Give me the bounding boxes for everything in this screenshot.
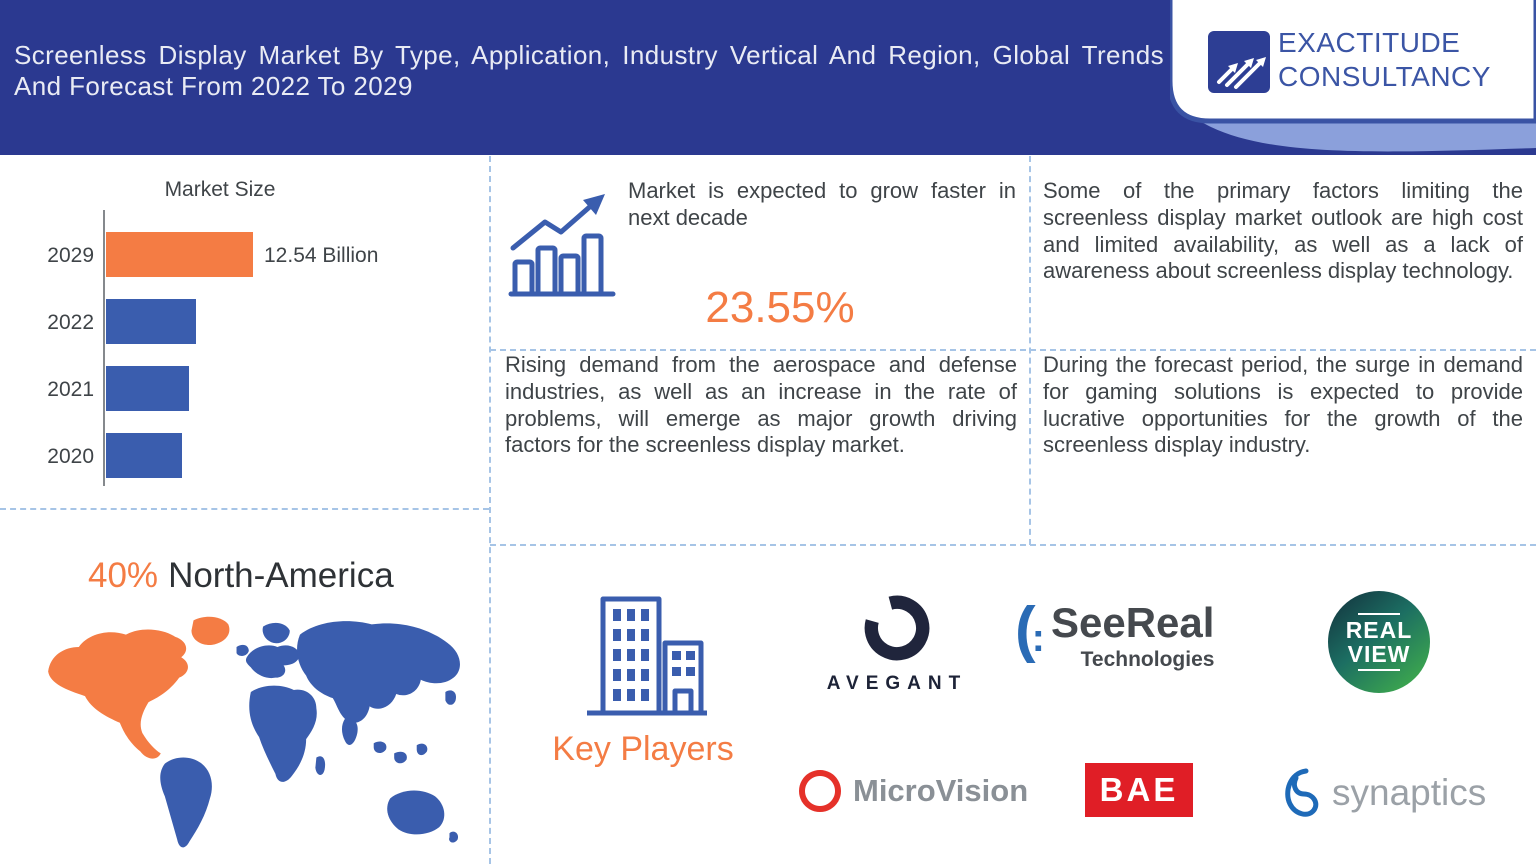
chart-bar-2020 [106,433,182,478]
seereal-text: SeeReal Technologies [1051,602,1214,672]
panel-opportunities: During the forecast period, the surge in… [1043,352,1523,458]
panel-limiting-factors: Some of the primary factors limiting the… [1043,178,1523,284]
seereal-paren-icon: ( [1015,595,1036,664]
realview-line2: VIEW [1347,641,1411,667]
microvision-swirl-icon [799,769,841,812]
chart-bar-2022 [106,299,196,344]
logo-line2: CONSULTANCY [1278,61,1491,93]
logo-avegant: AVEGANT [822,592,972,695]
realview-line1: REAL [1345,616,1413,643]
divider-horizontal-bottom [490,544,1536,546]
world-map [48,616,460,848]
seereal-colon-icon: : [1031,616,1045,660]
logo-realview: REAL VIEW [1328,591,1430,693]
region-headline: 40% North-America [88,556,394,596]
realview-rule-top [1358,612,1400,615]
realview-rule-bottom [1358,669,1400,672]
avegant-label: AVEGANT [826,673,968,694]
avegant-ring-icon [864,595,930,661]
divider-horizontal-top [490,349,1536,351]
bae-label: BAE [1099,771,1179,808]
logo-microvision: MicroVision [795,766,1028,816]
buildings-icon [587,596,707,716]
logo-bae: BAE [1085,763,1193,817]
logo-seereal: ( : SeeReal Technologies [1015,595,1214,672]
chart-category-label: 2029 [47,244,94,267]
header: Screenless Display Market By Type, Appli… [0,0,1536,155]
key-players-heading: Key Players [552,730,734,768]
growth-chart-icon [508,194,616,297]
region-name: North-America [168,556,394,595]
logo-line1: EXACTITUDE [1278,27,1461,58]
seereal-subtitle: Technologies [1080,648,1215,671]
chart-bar-2029 [106,232,253,277]
growth-text: Market is expected to grow faster in nex… [628,178,1016,230]
chart-value-label: 12.54 Billion [264,244,379,267]
chart-title: Market Size [164,178,276,201]
chart-bar-2021 [106,366,189,411]
chart-category-label: 2022 [47,311,94,334]
exactitude-logo: EXACTITUDE CONSULTANCY [1170,0,1536,158]
logo-text: EXACTITUDE CONSULTANCY [1278,26,1491,94]
microvision-label: MicroVision [853,773,1029,808]
panel-growth-drivers: Rising demand from the aerospace and def… [505,352,1017,458]
seereal-name: SeeReal [1050,599,1215,646]
exactitude-arrows-icon [1208,31,1270,93]
synaptics-label: synaptics [1332,772,1487,813]
page-title: Screenless Display Market By Type, Appli… [14,40,1164,102]
divider-vertical-left [489,156,491,864]
divider-horizontal-leftcol [0,508,489,510]
synaptics-loop-icon [1285,768,1319,817]
chart-category-label: 2020 [47,445,94,468]
chart-axis [103,210,105,486]
region-share: 40% [88,556,159,595]
logo-synaptics: synaptics [1278,766,1486,820]
growth-rate-value: 23.55% [705,283,855,332]
chart-category-label: 2021 [47,378,94,401]
